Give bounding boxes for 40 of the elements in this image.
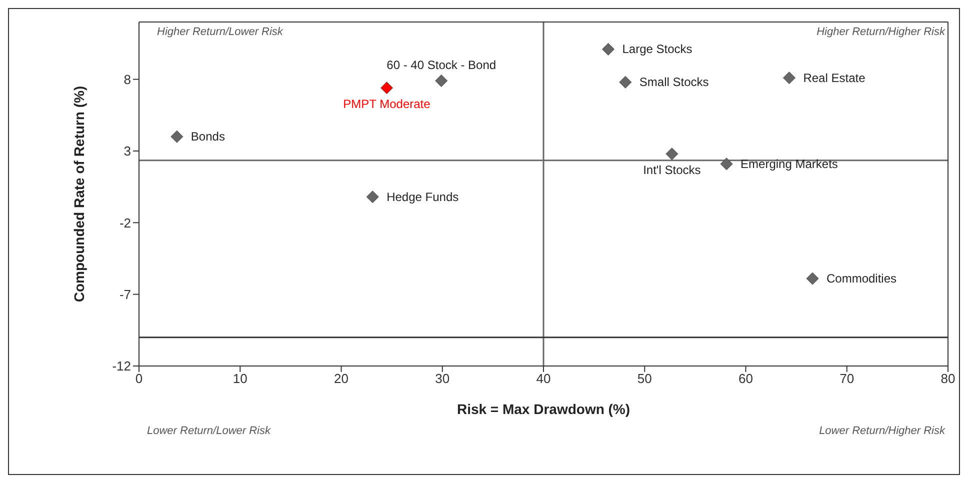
y-tick-label: -2: [119, 215, 131, 230]
point: [602, 42, 614, 56]
y-tick-label: -12: [112, 358, 131, 374]
series-label: Int'l Stocks: [643, 162, 701, 177]
x-tick-label: 0: [135, 371, 143, 386]
point: [619, 76, 632, 88]
x-tick-label: 40: [536, 371, 551, 386]
x-tick-label: 70: [840, 371, 854, 386]
series-label: 60 - 40 Stock - Bond: [386, 58, 496, 72]
text: Lower Return/Higher Risk: [819, 425, 946, 437]
x-tick-label: 20: [334, 371, 348, 386]
series-label: Large Stocks: [622, 42, 692, 56]
point: [435, 74, 448, 88]
point: [806, 272, 819, 285]
y-tick-label: 8: [124, 72, 131, 87]
annotation: Higher Return/Lower Risk: [157, 26, 284, 38]
y-axis-title: Compounded Rate of Return (%): [70, 86, 87, 302]
series-label: Small Stocks: [639, 75, 709, 90]
point: [666, 148, 678, 160]
series-label: Commodities: [826, 272, 897, 286]
point: [720, 158, 733, 170]
x-tick-label: 10: [232, 371, 248, 386]
text: Lower Return/Lower Risk: [147, 425, 271, 437]
point: [782, 72, 796, 84]
point: [366, 190, 379, 204]
series-label: Bonds: [190, 130, 225, 144]
series-label: Real Estate: [803, 70, 866, 85]
y-tick-label: -7: [119, 286, 131, 302]
x-tick-label: 60: [738, 371, 753, 386]
annotation: Higher Return/Higher Risk: [816, 26, 946, 38]
x-tick-label: 50: [637, 371, 652, 386]
series-label: Hedge Funds: [386, 190, 459, 204]
x-axis-title: Risk = Max Drawdown (%): [456, 401, 630, 417]
series-label: PMPT Moderate: [343, 96, 431, 111]
x-tick-label: 30: [435, 371, 450, 386]
y-tick-label: 3: [124, 144, 131, 159]
x-tick-label: 80: [940, 371, 956, 386]
point: [170, 130, 184, 143]
point: [380, 82, 394, 94]
series-label: Emerging Markets: [740, 156, 838, 171]
